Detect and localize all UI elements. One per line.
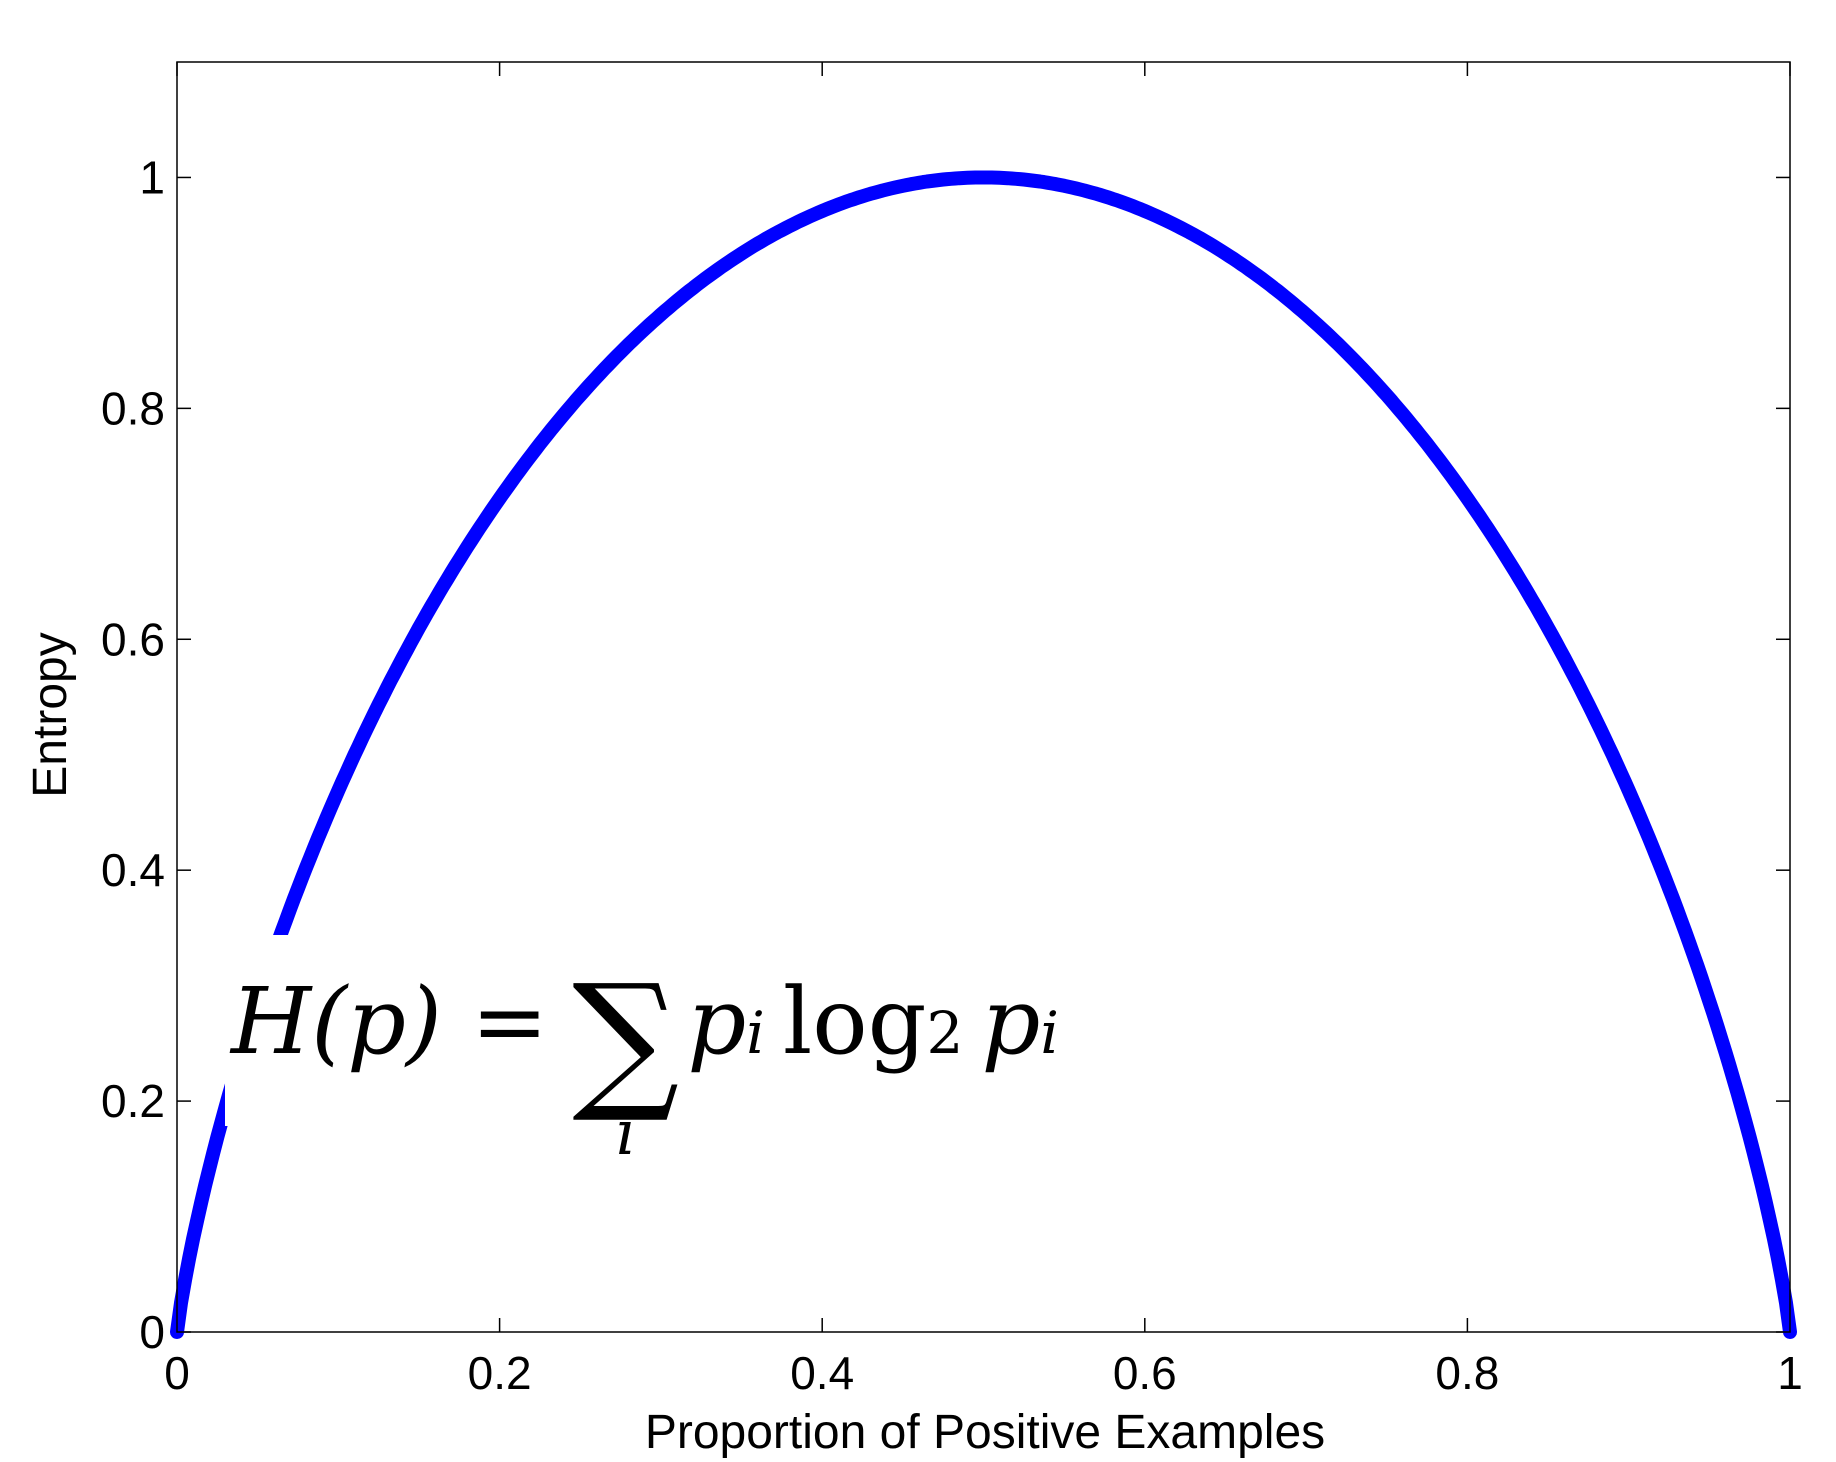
x-axis-label: Proportion of Positive Examples bbox=[645, 1406, 1325, 1459]
formula-log: log bbox=[782, 968, 927, 1075]
formula-log-base: 2 bbox=[926, 999, 964, 1067]
plot-frame bbox=[176, 61, 1791, 1333]
formula-p2-sub: i bbox=[1040, 999, 1059, 1067]
formula-p2: p bbox=[981, 968, 1041, 1075]
axis-ticks bbox=[176, 62, 1791, 1333]
x-tick-label: 0.6 bbox=[1113, 1347, 1177, 1399]
y-tick-label: 0.8 bbox=[101, 382, 165, 434]
x-tick-label: 0.8 bbox=[1435, 1347, 1499, 1399]
y-tick-label: 0.4 bbox=[101, 844, 165, 896]
summation-symbol: ∑ bbox=[572, 953, 680, 1127]
y-tick-label: 0 bbox=[139, 1306, 165, 1358]
y-tick-label: 0.2 bbox=[101, 1075, 165, 1127]
y-axis-label: Entropy bbox=[24, 632, 77, 797]
summation-index: i bbox=[615, 1096, 636, 1169]
entropy-curve bbox=[170, 170, 1797, 1339]
tick-labels: 0 0.2 0.4 0.6 0.8 1 0 0.2 0.4 0.6 0.8 1 bbox=[101, 151, 1803, 1399]
y-tick-label: 0.6 bbox=[101, 613, 165, 665]
x-tick-label: 0 bbox=[164, 1347, 190, 1399]
x-tick-label: 0.2 bbox=[468, 1347, 532, 1399]
x-tick-label: 1 bbox=[1777, 1347, 1803, 1399]
y-tick-label: 1 bbox=[139, 151, 165, 203]
x-tick-label: 0.4 bbox=[790, 1347, 854, 1399]
formula-p1: p bbox=[687, 968, 747, 1075]
formula-p1-sub: i bbox=[746, 999, 765, 1067]
formula-lhs: H(p) = bbox=[231, 968, 549, 1075]
summation: ∑ i bbox=[572, 953, 680, 1169]
